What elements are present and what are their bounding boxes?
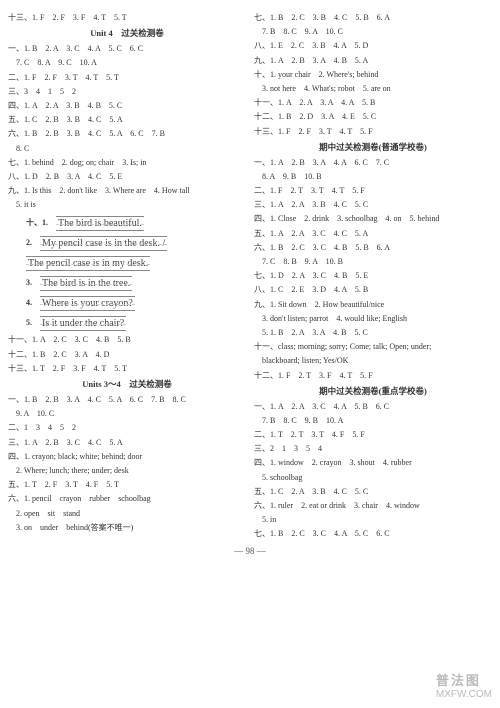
answer-line: 五、1. T 2. F 3. T 4. F 5. T [8,478,246,491]
answer-line: 十三、1. F 2. F 3. T 4. T 5. F [254,125,492,138]
handwriting-block: 十、1. The bird is beautiful. 2. My pencil… [8,213,246,331]
answer-line: 六、1. B 2. C 3. C 4. B 5. B 6. A [254,241,492,254]
answer-line: 5. 1. B 2. A 3. A 4. B 5. C [254,326,492,339]
page-number: — 98 — [8,546,492,556]
handwriting-line: The bird is beautiful. [56,216,144,231]
watermark-title: 普法图 [436,670,492,689]
answer-line: 九、1. Is this 2. don't like 3. Where are … [8,184,246,197]
answer-line: 2. open sit stand [8,507,246,520]
answer-line: 五、1. C 2. B 3. B 4. C 5. A [8,113,246,126]
answer-line: 一、1. B 2. B 3. A 4. C 5. A 6. C 7. B 8. … [8,393,246,406]
answer-line: 一、1. A 2. A 3. C 4. A 5. B 6. C [254,400,492,413]
answer-line: 8. A 9. B 10. B [254,170,492,183]
section-title: 期中过关检测卷(普通学校卷) [254,141,492,153]
answer-line: 3. not here 4. What's; robot 5. are on [254,82,492,95]
answer-line: 五、1. A 2. A 3. C 4. C 5. A [254,227,492,240]
answer-line: 八、1. E 2. C 3. B 4. A 5. D [254,39,492,52]
answer-line: 八、1. D 2. B 3. A 4. C 5. E [8,170,246,183]
hw-label: 十、1. [26,218,48,227]
handwriting-line: The pencil case is in my desk. [26,256,150,271]
answer-line: 九、1. A 2. B 3. A 4. B 5. A [254,54,492,67]
answer-line: 十一、class; morning; sorry; Come; talk; Op… [254,340,492,353]
hw-number: 4. [26,298,32,307]
answer-line: 四、1. Close 2. drink 3. schoolbag 4. on 5… [254,212,492,225]
answer-line: 3. on under behind(答案不唯一) [8,521,246,534]
answer-line: 一、1. A 2. B 3. A 4. A 6. C 7. C [254,156,492,169]
hw-number: 5. [26,318,32,327]
answer-line: 七、1. B 2. C 3. B 4. C 5. B 6. A [254,11,492,24]
answer-line: 一、1. B 2. A 3. C 4. A 5. C 6. C [8,42,246,55]
answer-line: 九、1. Sit down 2. How beautiful/nice [254,298,492,311]
answer-line: 十二、1. B 2. D 3. A 4. E 5. C [254,110,492,123]
section-title: Unit 4 过关检测卷 [8,27,246,39]
answer-line: 二、1. F 2. T 3. T 4. T 5. F [254,184,492,197]
answer-line: 7. C 8. A 9. C 10. A [8,56,246,69]
answer-line: 7. B 8. C 9. B 10. A [254,414,492,427]
hw-number: 3. [26,278,32,287]
answer-line: 十一、1. A 2. C 3. C 4. B 5. B [8,333,246,346]
answer-line: 十三、1. F 2. F 3. F 4. T 5. T [8,11,246,24]
handwriting-line: The bird is in the tree. [40,276,132,291]
answer-line: 三、1. A 2. B 3. C 4. C 5. A [8,436,246,449]
answer-line: 十三、1. T 2. F 3. F 4. T 5. T [8,362,246,375]
answer-line: 六、1. pencil crayon rubber schoolbag [8,492,246,505]
answer-line: 8. C [8,142,246,155]
answer-line: 十一、1. A 2. A 3. A 4. A 5. B [254,96,492,109]
answer-line: 七、1. B 2. C 3. C 4. A 5. C 6. C [254,527,492,540]
watermark: 普法图 MXFW.COM [436,670,492,700]
answer-line: 7. B 8. C 9. A 10. C [254,25,492,38]
answer-line: 四、1. window 2. crayon 3. shout 4. rubber [254,456,492,469]
answer-line: 四、1. crayon; black; white; behind; door [8,450,246,463]
answer-line: 3. don't listen; parrot 4. would like; E… [254,312,492,325]
answer-line: 9. A 10. C [8,407,246,420]
hw-number: 2. [26,238,32,247]
answer-line: 三、1. A 2. A 3. B 4. C 5. C [254,198,492,211]
answer-line: 十、1. your chair 2. Where's; behind [254,68,492,81]
answer-line: blackboard; listen; Yes/OK [254,354,492,367]
answer-line: 八、1. C 2. E 3. D 4. A 5. B [254,283,492,296]
answer-line: 5. it is [8,198,246,211]
handwriting-line: Where is your crayon? [40,296,135,311]
answer-line: 5. in [254,513,492,526]
handwriting-line: Is it under the chair? [40,316,126,331]
answer-line: 六、1. ruler 2. eat or drink 3. chair 4. w… [254,499,492,512]
watermark-url: MXFW.COM [436,689,492,700]
page-columns: 十三、1. F 2. F 3. F 4. T 5. T Unit 4 过关检测卷… [8,10,492,542]
section-title: 期中过关检测卷(重点学校卷) [254,385,492,397]
answer-line: 四、1. A 2. A 3. B 4. B 5. C [8,99,246,112]
answer-line: 三、2 1 3 5 4 [254,442,492,455]
handwriting-line: My pencil case is in the desk. / [40,236,167,251]
answer-line: 二、1. T 2. T 3. T 4. F 5. F [254,428,492,441]
answer-line: 七、1. D 2. A 3. C 4. B 5. E [254,269,492,282]
section-title: Units 3～4 过关检测卷 [8,378,246,390]
answer-line: 十二、1. F 2. T 3. F 4. T 5. F [254,369,492,382]
answer-line: 五、1. C 2. A 3. B 4. C 5. C [254,485,492,498]
answer-line: 十二、1. B 2. C 3. A 4. D [8,348,246,361]
answer-line: 三、3 4 1 5 2 [8,85,246,98]
answer-line: 二、1 3 4 5 2 [8,421,246,434]
answer-line: 5. schoolbag [254,471,492,484]
answer-line: 7. C 8. B 9. A 10. B [254,255,492,268]
answer-line: 二、1. F 2. F 3. T 4. T 5. T [8,71,246,84]
right-column: 七、1. B 2. C 3. B 4. C 5. B 6. A 7. B 8. … [254,10,492,542]
answer-line: 2. Where; lunch; there; under; desk [8,464,246,477]
answer-line: 六、1. B 2. B 3. B 4. C 5. A 6. C 7. B [8,127,246,140]
answer-line: 七、1. behind 2. dog; on; chair 3. Is; in [8,156,246,169]
left-column: 十三、1. F 2. F 3. F 4. T 5. T Unit 4 过关检测卷… [8,10,246,542]
